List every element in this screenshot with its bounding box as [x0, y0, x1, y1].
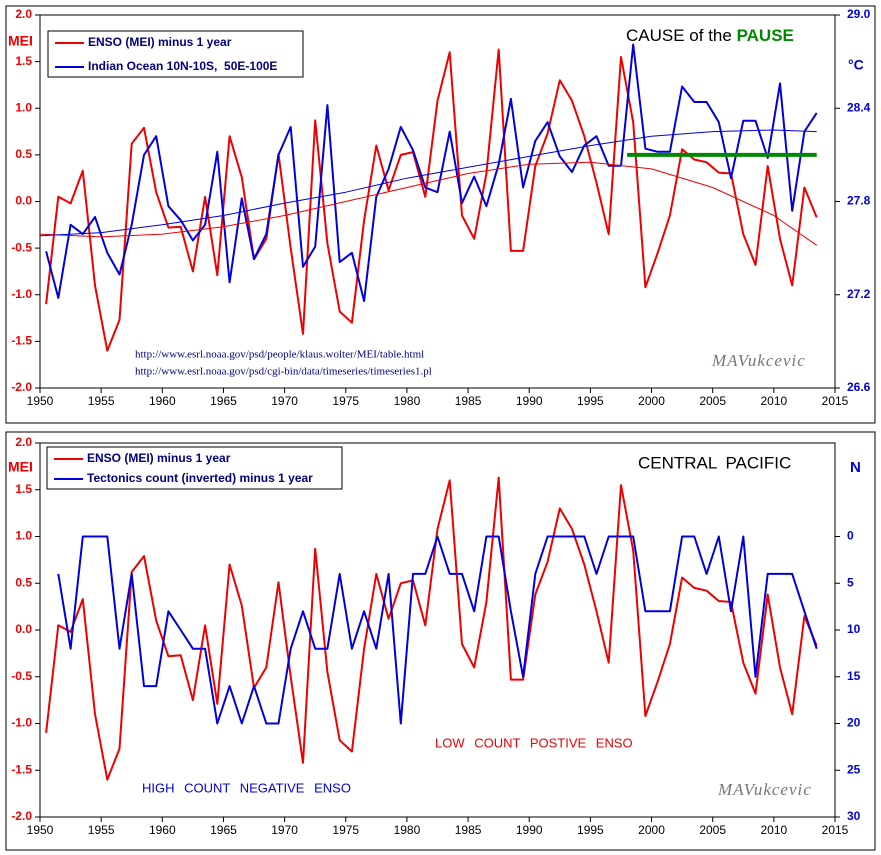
x-tick-label: 1975: [332, 394, 359, 408]
x-tick-label: 1960: [149, 394, 176, 408]
y-tick-label: 1.5: [15, 54, 32, 68]
x-tick-label: 1995: [577, 823, 604, 837]
y-tick-label: -1.5: [11, 762, 32, 776]
signature: MAVukcevic: [717, 780, 812, 799]
y2-tick-label: 26.6: [847, 380, 871, 394]
legend-label: ENSO (MEI) minus 1 year: [88, 35, 232, 49]
x-tick-label: 2000: [638, 394, 665, 408]
y2-axis-label: °C: [848, 57, 864, 73]
y-tick-label: -1.0: [11, 287, 32, 301]
y-tick-label: -0.5: [11, 240, 32, 254]
legend-label: Tectonics count (inverted) minus 1 year: [87, 471, 313, 485]
series-line: [45, 43, 818, 302]
x-tick-label: 1965: [210, 823, 237, 837]
series-line: [57, 535, 818, 725]
signature: MAVukcevic: [711, 351, 806, 370]
y-tick-label: 0.0: [15, 194, 32, 208]
x-tick-label: 1950: [27, 823, 54, 837]
x-tick-label: 1970: [271, 823, 298, 837]
y2-tick-label: 29.0: [847, 7, 871, 21]
x-tick-label: 1985: [455, 823, 482, 837]
x-tick-label: 1980: [394, 823, 421, 837]
y2-tick-label: 25: [847, 762, 861, 776]
y2-tick-label: 28.4: [847, 100, 871, 114]
x-tick-label: 2010: [760, 823, 787, 837]
y2-axis-label: N: [850, 459, 861, 476]
y2-tick-label: 5: [847, 575, 854, 589]
y-tick-label: 0.5: [15, 147, 32, 161]
chart-title: CAUSE of the PAUSE: [626, 26, 794, 45]
y2-tick-label: 27.2: [847, 287, 871, 301]
legend-box: [46, 446, 343, 490]
y2-tick-label: 20: [847, 716, 861, 730]
y-tick-label: -2.0: [11, 809, 32, 823]
title-part: PAUSE: [737, 26, 794, 45]
x-tick-label: 1990: [516, 394, 543, 408]
x-tick-label: 2000: [638, 823, 665, 837]
x-tick-label: 1950: [27, 394, 54, 408]
y-tick-label: 2.0: [15, 435, 32, 449]
panel-frame: [5, 431, 876, 851]
series-line: [45, 476, 818, 781]
x-tick-label: 1975: [332, 823, 359, 837]
y-tick-label: 1.0: [15, 529, 32, 543]
x-tick-label: 1990: [516, 823, 543, 837]
y-tick-label: 1.5: [15, 482, 32, 496]
x-tick-label: 2010: [760, 394, 787, 408]
x-tick-label: 1970: [271, 394, 298, 408]
y-axis-label: MEI: [8, 459, 33, 475]
y-tick-label: -2.0: [11, 380, 32, 394]
x-tick-label: 2015: [822, 394, 849, 408]
y2-tick-label: 27.8: [847, 194, 871, 208]
y-tick-label: -1.5: [11, 334, 32, 348]
x-tick-label: 1955: [88, 394, 115, 408]
legend-label: ENSO (MEI) minus 1 year: [87, 451, 231, 465]
series-line: [39, 129, 817, 237]
legend-box: [47, 30, 304, 78]
y-tick-label: -0.5: [11, 669, 32, 683]
y2-tick-label: 0: [847, 529, 854, 543]
y-tick-label: 2.0: [15, 7, 32, 21]
y-axis-label: MEI: [8, 33, 33, 49]
annotation: HIGH COUNT NEGATIVE ENSO: [142, 780, 351, 795]
source-url: http://www.esrl.noaa.gov/psd/cgi-bin/dat…: [135, 366, 432, 378]
y-tick-label: 0.0: [15, 622, 32, 636]
y2-tick-label: 15: [847, 669, 861, 683]
x-tick-label: 1960: [149, 823, 176, 837]
x-tick-label: 1995: [577, 394, 604, 408]
y-tick-label: 0.5: [15, 575, 32, 589]
chart-title: CENTRAL PACIFIC: [638, 453, 791, 472]
title-part: CAUSE of the: [626, 26, 737, 45]
y2-tick-label: 30: [847, 809, 861, 823]
x-tick-label: 2005: [699, 823, 726, 837]
x-tick-label: 1965: [210, 394, 237, 408]
y2-tick-label: 10: [847, 622, 861, 636]
y-tick-label: -1.0: [11, 716, 32, 730]
annotation: LOW COUNT POSTIVE ENSO: [435, 735, 633, 750]
x-tick-label: 1955: [88, 823, 115, 837]
legend-label: Indian Ocean 10N-10S, 50E-100E: [88, 59, 277, 73]
y-tick-label: 1.0: [15, 100, 32, 114]
x-tick-label: 2005: [699, 394, 726, 408]
series-line: [39, 161, 817, 246]
source-url: http://www.esrl.noaa.gov/psd/people/klau…: [135, 349, 424, 361]
x-tick-label: 2015: [822, 823, 849, 837]
x-tick-label: 1985: [455, 394, 482, 408]
x-tick-label: 1980: [394, 394, 421, 408]
